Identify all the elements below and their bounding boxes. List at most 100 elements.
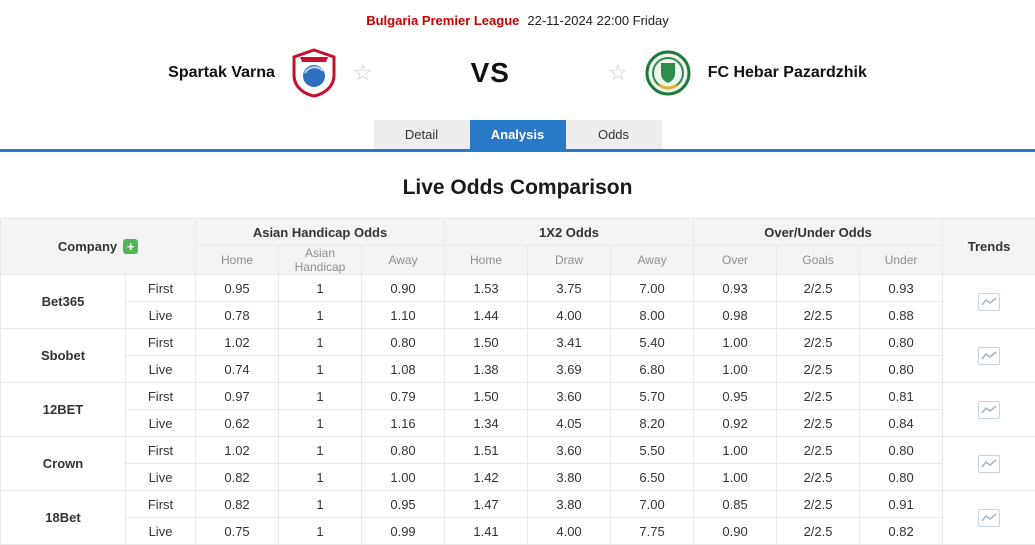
table-row: 18Bet First 0.82 1 0.95 1.47 3.80 7.00 0…: [1, 491, 1035, 518]
odds-cell: 2/2.5: [777, 437, 860, 464]
odds-cell: 0.62: [196, 410, 279, 437]
table-row: Live 0.82 1 1.00 1.42 3.80 6.50 1.00 2/2…: [1, 464, 1035, 491]
odds-cell: 0.80: [860, 437, 943, 464]
odds-cell: 0.82: [196, 464, 279, 491]
away-favorite-star-icon[interactable]: [608, 62, 628, 84]
odds-cell: 0.79: [362, 383, 445, 410]
odds-cell: 0.91: [860, 491, 943, 518]
odds-cell: 4.00: [528, 302, 611, 329]
odds-cell: 3.75: [528, 275, 611, 302]
page-title: Live Odds Comparison: [0, 176, 1035, 200]
odds-cell: 1.34: [445, 410, 528, 437]
row-label-first: First: [126, 329, 196, 356]
odds-cell: 1: [279, 410, 362, 437]
match-teams-row: Spartak Varna VS FC Hebar Pazardzhik: [0, 40, 1035, 106]
odds-cell: 1.02: [196, 329, 279, 356]
odds-cell: 0.85: [694, 491, 777, 518]
odds-cell: 3.60: [528, 437, 611, 464]
col-ah-line: Asian Handicap: [279, 246, 362, 275]
odds-cell: 8.00: [611, 302, 694, 329]
row-label-live: Live: [126, 464, 196, 491]
odds-cell: 0.99: [362, 518, 445, 545]
odds-cell: 7.00: [611, 491, 694, 518]
company-name: Sbobet: [1, 329, 126, 383]
odds-cell: 2/2.5: [777, 464, 860, 491]
odds-cell: 0.84: [860, 410, 943, 437]
odds-cell: 0.88: [860, 302, 943, 329]
tab-analysis[interactable]: Analysis: [470, 120, 566, 149]
add-company-icon[interactable]: [123, 239, 138, 254]
trend-chart-icon[interactable]: [978, 455, 1000, 473]
odds-cell: 3.60: [528, 383, 611, 410]
league-name: Bulgaria Premier League: [366, 13, 519, 28]
odds-cell: 1.00: [694, 464, 777, 491]
odds-cell: 0.93: [694, 275, 777, 302]
odds-cell: 1: [279, 383, 362, 410]
company-name: 18Bet: [1, 491, 126, 545]
odds-cell: 0.98: [694, 302, 777, 329]
odds-cell: 0.95: [694, 383, 777, 410]
tab-odds[interactable]: Odds: [566, 120, 662, 149]
row-label-first: First: [126, 275, 196, 302]
odds-cell: 1.38: [445, 356, 528, 383]
odds-cell: 1.50: [445, 329, 528, 356]
odds-cell: 0.80: [860, 356, 943, 383]
odds-cell: 1.53: [445, 275, 528, 302]
odds-cell: 0.95: [196, 275, 279, 302]
odds-cell: 2/2.5: [777, 302, 860, 329]
trend-chart-icon[interactable]: [978, 347, 1000, 365]
company-name: Bet365: [1, 275, 126, 329]
odds-cell: 3.69: [528, 356, 611, 383]
odds-cell: 1.16: [362, 410, 445, 437]
odds-cell: 1: [279, 491, 362, 518]
home-team-name: Spartak Varna: [168, 64, 275, 82]
table-row: Live 0.78 1 1.10 1.44 4.00 8.00 0.98 2/2…: [1, 302, 1035, 329]
odds-cell: 1: [279, 437, 362, 464]
asian-handicap-group-header: Asian Handicap Odds: [196, 219, 445, 246]
odds-cell: 5.50: [611, 437, 694, 464]
odds-cell: 0.80: [362, 437, 445, 464]
col-x2-away: Away: [611, 246, 694, 275]
odds-cell: 0.82: [196, 491, 279, 518]
odds-cell: 2/2.5: [777, 518, 860, 545]
odds-cell: 2/2.5: [777, 410, 860, 437]
odds-cell: 1.00: [694, 356, 777, 383]
odds-cell: 0.75: [196, 518, 279, 545]
odds-cell: 1: [279, 518, 362, 545]
odds-cell: 1.50: [445, 383, 528, 410]
away-team-name: FC Hebar Pazardzhik: [708, 64, 867, 82]
company-header-label: Company: [58, 239, 117, 254]
home-team: Spartak Varna: [168, 48, 372, 98]
odds-cell: 3.80: [528, 491, 611, 518]
odds-cell: 1.00: [362, 464, 445, 491]
row-label-live: Live: [126, 302, 196, 329]
odds-cell: 1.47: [445, 491, 528, 518]
odds-cell: 5.40: [611, 329, 694, 356]
odds-cell: 0.90: [362, 275, 445, 302]
home-favorite-star-icon[interactable]: [353, 62, 373, 84]
col-x2-home: Home: [445, 246, 528, 275]
trend-chart-icon[interactable]: [978, 509, 1000, 527]
vs-label: VS: [471, 57, 510, 89]
odds-cell: 1: [279, 356, 362, 383]
home-team-crest: [291, 48, 337, 98]
col-ah-away: Away: [362, 246, 445, 275]
trend-chart-icon[interactable]: [978, 401, 1000, 419]
odds-cell: 2/2.5: [777, 329, 860, 356]
tab-detail[interactable]: Detail: [374, 120, 470, 149]
table-row: Sbobet First 1.02 1 0.80 1.50 3.41 5.40 …: [1, 329, 1035, 356]
live-odds-table: Company Asian Handicap Odds 1X2 Odds Ove…: [0, 218, 1035, 545]
row-label-live: Live: [126, 410, 196, 437]
odds-cell: 8.20: [611, 410, 694, 437]
odds-cell: 1.41: [445, 518, 528, 545]
odds-cell: 0.97: [196, 383, 279, 410]
col-ou-under: Under: [860, 246, 943, 275]
row-label-first: First: [126, 383, 196, 410]
table-row: Live 0.62 1 1.16 1.34 4.05 8.20 0.92 2/2…: [1, 410, 1035, 437]
one-x-two-group-header: 1X2 Odds: [445, 219, 694, 246]
company-header: Company: [1, 219, 196, 275]
trend-chart-icon[interactable]: [978, 293, 1000, 311]
table-row: Bet365 First 0.95 1 0.90 1.53 3.75 7.00 …: [1, 275, 1035, 302]
col-ah-home: Home: [196, 246, 279, 275]
